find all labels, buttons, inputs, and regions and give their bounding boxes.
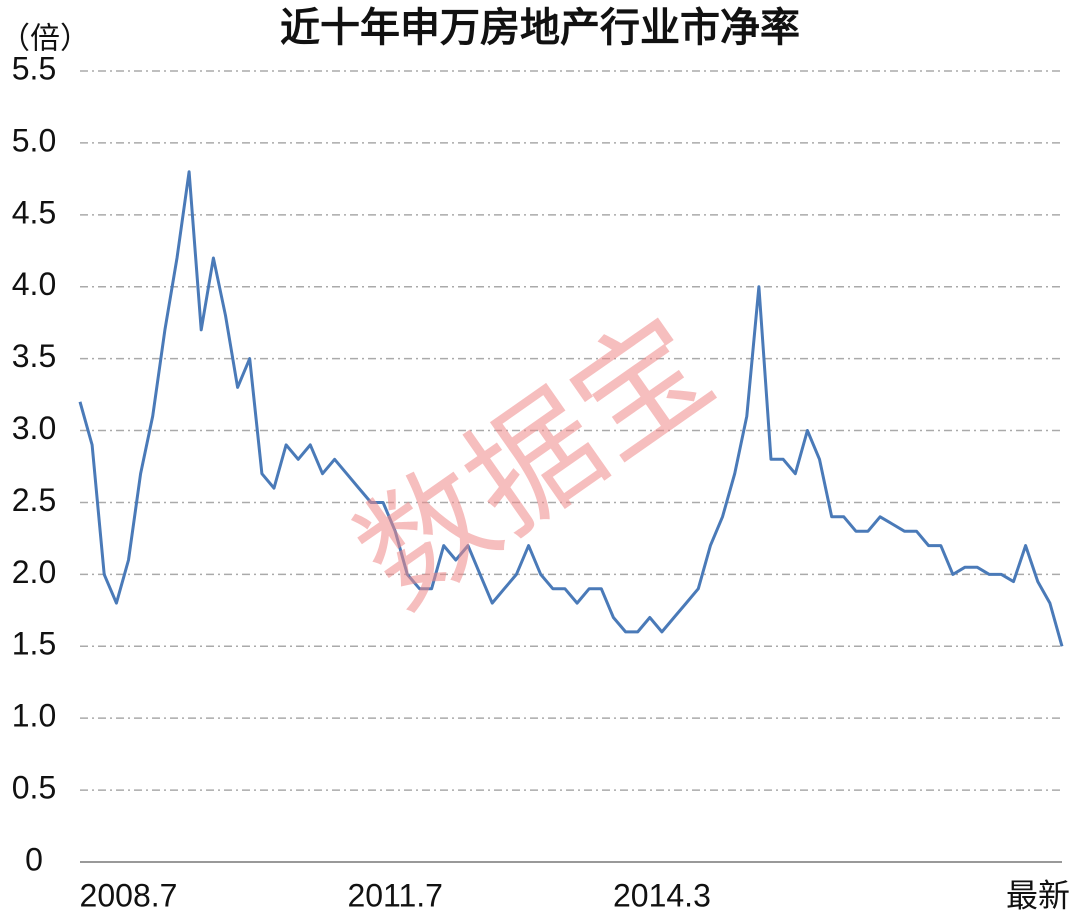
y-tick-label: 1.5 (12, 626, 56, 662)
chart-title: 近十年申万房地产行业市净率 (280, 5, 800, 51)
x-tick-label: 2011.7 (347, 877, 443, 913)
y-axis-label: （倍） (0, 22, 90, 57)
x-tick-label: 最新 (1006, 877, 1070, 913)
y-tick-label: 4.0 (12, 266, 56, 302)
x-tick-label: 2014.3 (613, 877, 711, 913)
y-tick-label: 1.0 (12, 698, 56, 734)
x-tick-label: 2008.7 (80, 877, 178, 913)
y-tick-label: 0.5 (12, 770, 56, 806)
y-tick-label: 3.5 (12, 338, 56, 374)
y-tick-label: 2.0 (12, 554, 56, 590)
y-tick-label: 5.5 (12, 50, 56, 86)
y-tick-label: 4.5 (12, 194, 56, 230)
y-tick-label: 2.5 (12, 482, 56, 518)
y-tick-label: 0 (25, 841, 43, 877)
line (78, 170, 1064, 647)
y-tick-label: 3.0 (12, 410, 56, 446)
watermark: 数据宝 (331, 288, 738, 636)
y-tick-label: 5.0 (12, 122, 56, 158)
